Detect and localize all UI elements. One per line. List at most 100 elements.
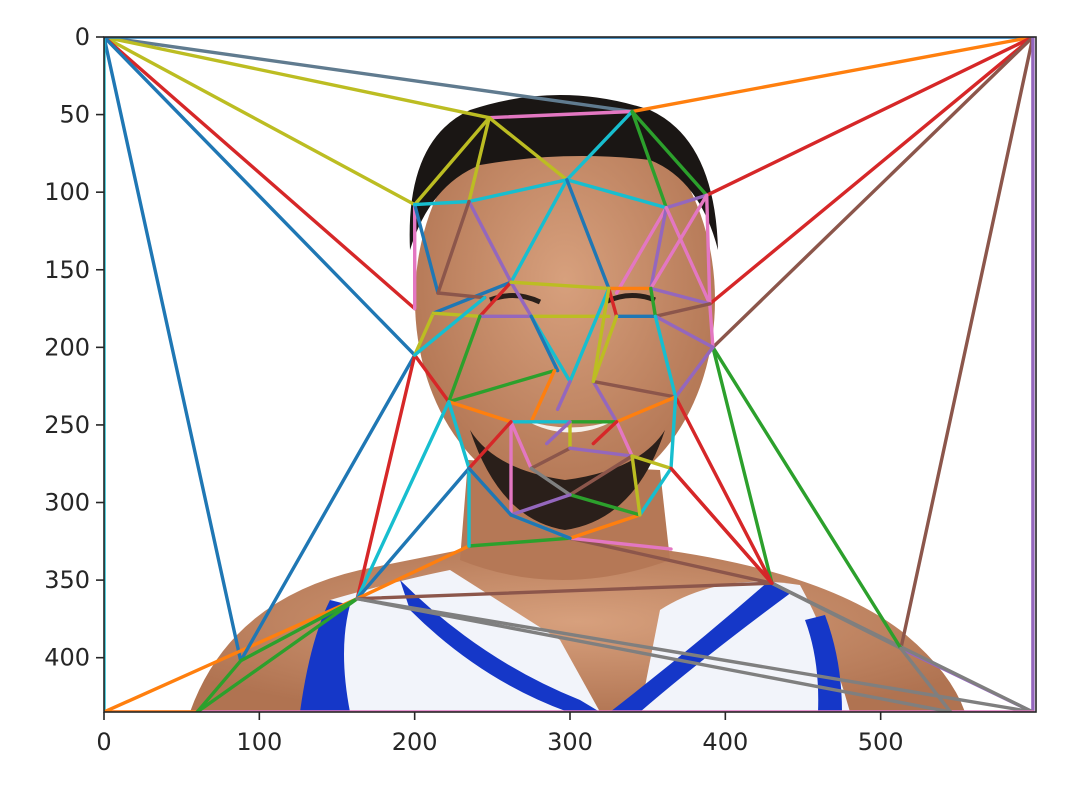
- triangulation-edge-62: [614, 205, 668, 295]
- triangulation-edge-0: [104, 37, 634, 114]
- triangulation-edge-70: [653, 314, 715, 349]
- triangulation-edge-29: [355, 597, 953, 712]
- triangulation-edge-35: [711, 345, 903, 651]
- triangulation-edge-24: [355, 353, 417, 601]
- triangulation-edge-112: [568, 493, 642, 517]
- triangulation-edge-43: [413, 311, 435, 357]
- triangulation-edge-110: [529, 466, 572, 497]
- x-tick-label: 200: [392, 728, 438, 756]
- triangulation-edge-32: [673, 395, 774, 585]
- triangulation-edge-49: [487, 115, 569, 182]
- triangulation-edge-108: [529, 446, 572, 471]
- triangulation-edge-92: [529, 368, 557, 424]
- triangulation-edge-117: [467, 420, 513, 471]
- triangulation-edge-81: [607, 286, 619, 318]
- triangulation-edge-87: [529, 314, 560, 373]
- y-tick-label: 50: [59, 101, 90, 129]
- triangulation-edge-118: [467, 466, 513, 517]
- triangulation-edge-53: [630, 109, 668, 210]
- triangulation-edge-50: [467, 115, 491, 204]
- triangulation-edge-101: [509, 420, 533, 471]
- triangulation-edge-25: [355, 400, 451, 601]
- triangulation-edge-31: [711, 345, 774, 585]
- triangulation-edge-47: [413, 199, 471, 207]
- y-tick-label: 350: [44, 566, 90, 594]
- triangulation-edge-11: [711, 37, 1035, 349]
- triangulation-edge-106: [614, 420, 634, 458]
- triangulation-edge-4: [104, 37, 417, 357]
- triangulation-edge-107: [591, 420, 619, 446]
- triangulation-edge-113: [509, 493, 572, 517]
- triangulation-edge-46: [413, 202, 440, 295]
- y-axis-ticks: 0 50 100 150 200 250 300 350 400: [44, 23, 104, 672]
- triangulation-edge-51: [565, 109, 634, 182]
- triangulation-edge-9: [705, 37, 1035, 198]
- triangulation-edge-20: [195, 659, 243, 712]
- triangulation-edge-63: [649, 205, 668, 291]
- triangulation-edge-39: [568, 536, 673, 551]
- triangulation-edge-111: [568, 454, 634, 497]
- triangulation-edge-88: [447, 314, 482, 404]
- triangulation-edge-34: [568, 536, 774, 585]
- triangulation-edge-8: [630, 37, 1035, 114]
- triangulation-edge-95: [591, 379, 678, 399]
- triangulation-edge-89: [447, 368, 557, 404]
- triangulation-edge-78: [509, 280, 611, 291]
- triangulation-edge-77: [509, 280, 533, 318]
- triangulation-edge-48: [487, 109, 634, 120]
- triangulation-lines: [104, 37, 1035, 712]
- triangulation-edge-68: [653, 302, 712, 318]
- triangulation-edge-109: [568, 446, 634, 458]
- triangulation-edge-27: [355, 544, 471, 601]
- triangulation-edge-74: [413, 296, 487, 357]
- x-tick-label: 300: [547, 728, 593, 756]
- triangulation-edge-60: [467, 199, 513, 284]
- triangulation-edge-98: [614, 395, 678, 424]
- triangulation-edge-85: [591, 286, 611, 384]
- triangulation-edge-90: [447, 400, 513, 424]
- triangulation-edge-75: [478, 280, 513, 318]
- triangulation-edge-99: [669, 395, 678, 471]
- triangulation-edge-16: [355, 597, 1035, 712]
- triangulation-edge-69: [673, 345, 715, 399]
- triangulation-edge-44: [413, 115, 491, 207]
- triangulation-edge-30: [770, 581, 903, 651]
- triangulation-edge-83: [649, 286, 658, 318]
- x-axis-ticks: 0 100 200 300 400 500: [96, 712, 904, 756]
- x-tick-label: 0: [96, 728, 111, 756]
- triangulation-edge-64: [664, 205, 712, 306]
- triangulation-edge-93: [555, 379, 572, 412]
- triangulation-edge-5: [104, 37, 243, 663]
- triangulation-edge-119: [509, 513, 572, 540]
- x-tick-label: 100: [236, 728, 282, 756]
- x-tick-label: 400: [702, 728, 748, 756]
- triangulation-edge-3: [104, 37, 417, 311]
- triangulation-edge-66: [708, 302, 715, 349]
- triangulation-edge-26: [355, 466, 471, 601]
- triangulation-edge-72: [431, 311, 482, 318]
- triangulation-edge-1: [104, 37, 491, 120]
- triangulation-edge-115: [638, 466, 673, 517]
- y-tick-label: 150: [44, 256, 90, 284]
- y-tick-label: 200: [44, 333, 90, 361]
- triangulation-edge-105: [545, 420, 572, 446]
- triangulation-edge-67: [649, 286, 712, 306]
- triangulation-edge-58: [509, 178, 569, 284]
- triangulation-edge-84: [568, 286, 611, 384]
- triangulation-edge-97: [591, 314, 619, 384]
- triangulation-edge-54: [664, 193, 709, 210]
- triangulation-edge-73: [436, 291, 487, 300]
- triangulation-edge-55: [705, 193, 712, 306]
- triangulation-edge-12: [899, 37, 1035, 651]
- y-tick-label: 100: [44, 178, 90, 206]
- triangulation-edge-94: [591, 379, 619, 424]
- triangulation-edge-61: [436, 199, 471, 295]
- y-tick-label: 300: [44, 489, 90, 517]
- face-photo: [104, 37, 1036, 712]
- triangulation-edge-57: [565, 178, 668, 210]
- triangulation-edge-42: [413, 353, 451, 404]
- triangulation-edge-18: [104, 597, 359, 712]
- triangulation-edge-2: [104, 37, 417, 207]
- triangulation-edge-59: [565, 178, 611, 291]
